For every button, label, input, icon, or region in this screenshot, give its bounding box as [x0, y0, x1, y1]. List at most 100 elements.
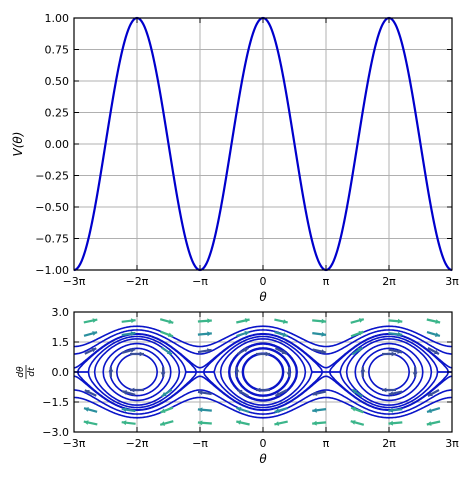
stream-arrow-head [397, 331, 403, 337]
top-y-tick-label: −0.25 [35, 170, 69, 183]
bottom-ticks: −3π −2π −π 0 π 2π 3π 3.0 1.5 0.0 −1.5 −3.0 [42, 306, 459, 450]
phase-portrait-plot: −3π −2π −π 0 π 2π 3π 3.0 1.5 0.0 −1.5 −3.0 θ dθ dt [16, 306, 459, 466]
top-y-tick-label: 0.25 [45, 107, 70, 120]
stream-arrow-head [358, 318, 364, 323]
top-x-tick-label: π [323, 275, 330, 288]
bottom-y-tick-label: −3.0 [42, 426, 69, 439]
top-x-tick-label: 0 [260, 275, 267, 288]
stream-arrow-head [388, 420, 393, 426]
top-x-tick-label: −3π [63, 275, 86, 288]
open-streamline [74, 329, 452, 355]
bottom-x-tick-label: 2π [382, 437, 396, 450]
stream-arrow-head [92, 318, 98, 323]
stream-arrow-head [168, 332, 173, 337]
stream-arrow-head [352, 389, 358, 394]
bottom-x-tick-label: π [323, 437, 330, 450]
stream-arrow-head [121, 407, 127, 412]
stream-arrow-head [108, 367, 114, 372]
bottom-y-tick-label: 0.0 [52, 366, 70, 379]
stream-arrow-head [388, 391, 394, 396]
stream-arrow-head [388, 407, 394, 413]
open-streamline [74, 325, 452, 348]
top-y-tick-label: 0.75 [45, 44, 70, 57]
top-x-tick-label: 3π [445, 275, 459, 288]
stream-arrow-head [397, 349, 403, 354]
bottom-x-tick-label: −π [192, 437, 208, 450]
open-streamline [74, 371, 452, 409]
stream-arrow-head [391, 351, 396, 357]
stream-arrow-head [207, 348, 212, 353]
bottom-x-tick-label: −2π [126, 437, 149, 450]
bottom-x-tick-label: 3π [445, 437, 459, 450]
top-x-tick-label: −π [192, 275, 208, 288]
stream-arrow-head [275, 391, 281, 396]
stream-arrow-head [435, 332, 440, 337]
closed-streamline [227, 342, 299, 402]
stream-arrow-head [274, 421, 280, 426]
stream-arrow-head [207, 318, 212, 324]
stream-arrow-head [236, 420, 242, 425]
bottom-y-axis-label: dθ dt [16, 365, 37, 379]
bottom-y-tick-label: 1.5 [52, 336, 70, 349]
stream-arrow-head [427, 408, 432, 413]
open-streamline [74, 396, 452, 419]
stream-arrow-head [84, 390, 90, 395]
stream-arrow-head [265, 351, 270, 357]
top-y-tick-label: −0.75 [35, 233, 69, 246]
open-streamline [74, 335, 452, 373]
stream-arrow-head [282, 332, 288, 337]
stream-arrow-head [198, 390, 203, 395]
closed-streamline [93, 338, 181, 406]
stream-arrow-head [166, 349, 172, 355]
stream-arrow-head [168, 319, 174, 324]
top-x-axis-label: θ [259, 290, 267, 304]
stream-arrow-head [321, 331, 326, 337]
stream-arrow-head [360, 367, 366, 372]
stream-arrow-head [243, 347, 249, 353]
bottom-x-axis-label: θ [259, 452, 267, 466]
stream-arrow-head [121, 420, 127, 426]
top-x-tick-label: 2π [382, 275, 396, 288]
stream-arrow-head [312, 407, 317, 413]
bottom-y-tick-label: −1.5 [42, 396, 69, 409]
stream-arrow-head [321, 318, 327, 324]
stream-arrow-head [427, 391, 433, 396]
stream-arrow-head [351, 407, 356, 412]
top-grid [73, 17, 453, 271]
stream-arrows [83, 318, 441, 426]
top-y-tick-label: −1.00 [35, 264, 69, 277]
stream-arrow-head [397, 318, 403, 324]
top-y-tick-label: 0.00 [45, 138, 70, 151]
stream-arrow-head [207, 331, 212, 337]
closed-streamline [345, 338, 433, 406]
stream-arrow-head [160, 421, 166, 426]
stream-arrow-head [281, 349, 287, 354]
stream-arrow-head [161, 391, 167, 397]
stream-arrow-head [244, 318, 250, 323]
stream-arrow-head [256, 387, 261, 393]
bottom-x-tick-label: −3π [63, 437, 86, 450]
stream-arrow-head [312, 420, 317, 426]
closed-streamline [219, 338, 307, 406]
stream-arrow-head [197, 420, 203, 426]
stream-arrow-head [160, 372, 166, 377]
stream-arrow-head [91, 348, 97, 353]
top-y-tick-label: 0.50 [45, 75, 70, 88]
stream-arrow-head [434, 349, 439, 354]
top-ticks: −3π −2π −π 0 π 2π 3π 1.00 0.75 0.50 0.25 0.00 −0.25 −… [35, 12, 459, 288]
stream-arrow-head [286, 372, 292, 377]
stream-arrow-head [435, 319, 441, 324]
stream-arrow-head [237, 389, 243, 395]
stream-arrow-head [321, 349, 326, 354]
top-y-tick-label: −0.50 [35, 201, 69, 214]
bottom-x-tick-label: 0 [260, 437, 267, 450]
stream-arrow-head [197, 407, 203, 413]
potential-plot: −3π −2π −π 0 π 2π 3π 1.00 0.75 0.50 0.25 0.00 −0.25 −… [11, 12, 459, 304]
stream-arrow-head [234, 367, 240, 372]
stream-arrow-head [83, 420, 89, 425]
top-y-axis-label: V(θ) [11, 132, 25, 157]
stream-arrow-head [350, 420, 356, 425]
stream-arrow-head [122, 390, 127, 395]
top-y-tick-label: 1.00 [45, 12, 70, 25]
